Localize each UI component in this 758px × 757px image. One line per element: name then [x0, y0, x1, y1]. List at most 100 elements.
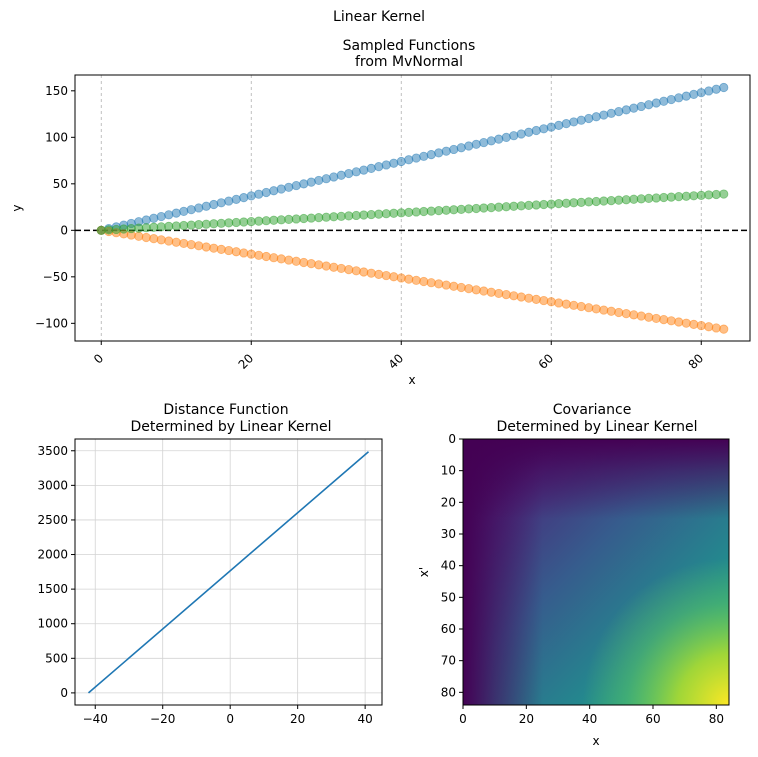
covariance-title-line1: Covariance [553, 402, 632, 418]
sample-point [704, 86, 714, 96]
sample-point [501, 290, 511, 300]
sample-point [651, 313, 661, 324]
sample-point [224, 245, 234, 256]
sample-point [456, 282, 466, 293]
y-tick-label: 30 [441, 527, 456, 541]
sample-point [569, 117, 579, 127]
sample-point [321, 261, 331, 271]
sample-point [186, 205, 196, 215]
covariance-ylabel: x' [417, 567, 431, 577]
sample-point [134, 231, 144, 241]
sampled-functions-title-line2: from MvNormal [355, 54, 463, 70]
y-tick-label: 100 [45, 130, 68, 144]
sample-point [396, 273, 406, 283]
y-tick-label: 1500 [37, 582, 68, 596]
sampled-functions-title-line1: Sampled Functions [343, 38, 476, 54]
sample-point [239, 193, 249, 203]
gridlines [75, 439, 382, 705]
sample-point [291, 180, 301, 191]
sample-point [539, 295, 549, 306]
x-tick-label: 20 [290, 712, 305, 726]
sample-point [269, 253, 279, 263]
sample-point [674, 317, 684, 327]
sample-point [539, 124, 549, 134]
y-tick-label: 50 [441, 590, 456, 604]
sample-point [584, 303, 594, 313]
sample-point [314, 175, 324, 186]
sample-point [666, 316, 676, 326]
sample-point [711, 84, 721, 94]
sample-point [711, 323, 721, 333]
sample-point [284, 182, 294, 192]
sample-point [374, 162, 384, 172]
y-axis-ticks: 0 10 20 30 40 50 60 70 80 [441, 432, 463, 699]
x-axis-ticks: 0 20 40 60 80 [91, 341, 706, 372]
sample-point [239, 248, 249, 258]
sample-point [704, 322, 714, 332]
sample-point [569, 300, 579, 310]
sample-point [486, 287, 496, 297]
y-tick-label: 2000 [37, 548, 68, 562]
sample-point [591, 112, 601, 122]
sample-point [141, 215, 151, 225]
x-tick-label: 0 [226, 712, 234, 726]
sample-point [576, 115, 586, 125]
distance-function-panel: Distance Function Determined by Linear K… [37, 402, 383, 726]
sample-point [516, 129, 526, 139]
sample-point [561, 119, 571, 129]
sample-point [194, 241, 204, 251]
sample-point [614, 106, 624, 117]
x-tick-label: −40 [83, 712, 108, 726]
sample-point [389, 158, 399, 168]
sample-point [576, 301, 586, 312]
sample-point [231, 194, 241, 204]
sample-point [666, 94, 676, 105]
sample-point [524, 293, 534, 303]
sample-point [629, 310, 639, 320]
covariance-panel: Covariance Determined by Linear Kernel 0… [417, 402, 730, 748]
sampled-functions-xlabel: x [408, 373, 415, 387]
sample-point [164, 210, 174, 220]
sample-point [201, 242, 211, 252]
sample-point [351, 167, 361, 177]
sample-point [359, 267, 369, 277]
sample-point [389, 272, 399, 282]
sample-point [509, 291, 519, 301]
sample-point [254, 189, 264, 199]
y-tick-label: 3000 [37, 478, 68, 492]
sample-point [621, 105, 631, 115]
x-tick-label: 40 [357, 712, 372, 726]
sample-point [336, 170, 346, 180]
sample-point [246, 249, 256, 259]
sample-point [179, 238, 189, 249]
figure-suptitle: Linear Kernel [333, 9, 425, 25]
sample-point [681, 91, 691, 101]
x-tick-label: 80 [686, 351, 707, 372]
sample-point [441, 280, 451, 290]
sample-point [366, 163, 376, 173]
x-tick-label: 20 [519, 712, 534, 726]
sample-point [464, 284, 474, 294]
distance-function-axes-frame [74, 438, 383, 706]
x-tick-label: 40 [386, 351, 407, 372]
sample-point [329, 262, 339, 272]
sample-point [696, 320, 706, 331]
sample-point [186, 240, 196, 250]
distance-line [87, 451, 370, 694]
sample-point [434, 279, 444, 289]
sample-point [179, 206, 189, 216]
sample-point [141, 232, 151, 243]
sample-point [659, 315, 669, 325]
sample-point [344, 265, 354, 275]
sample-point [554, 298, 564, 308]
sample-point [546, 122, 556, 132]
sample-point [336, 263, 346, 274]
sample-point [156, 235, 166, 245]
sample-point [404, 274, 414, 284]
sample-point [719, 189, 729, 199]
x-tick-label: 60 [645, 712, 660, 726]
sample-point [606, 306, 616, 316]
y-tick-label: 70 [441, 654, 456, 668]
sample-point [276, 254, 286, 264]
y-tick-label: 1000 [37, 617, 68, 631]
